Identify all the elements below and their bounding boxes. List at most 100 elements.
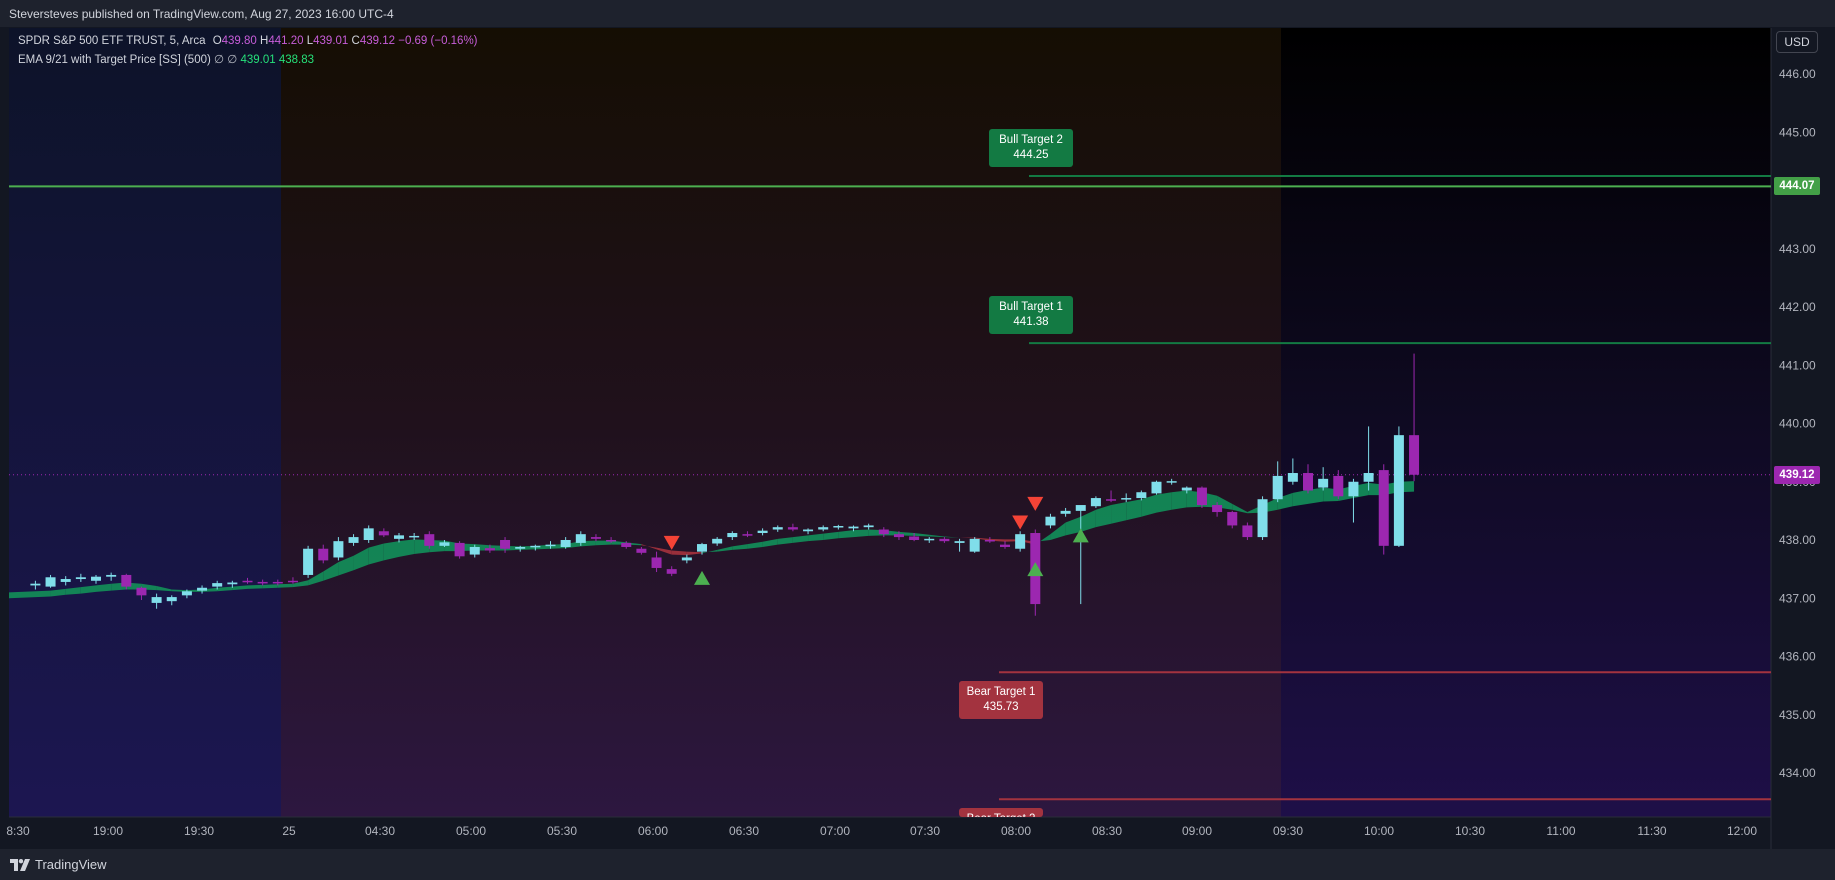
ema-ribbon-segment — [838, 530, 854, 539]
low-label: L — [306, 35, 314, 47]
candle-body-up — [1136, 492, 1147, 499]
ema-ribbon-segment — [232, 585, 248, 591]
candle-body-up — [469, 546, 480, 555]
ema-ribbon-segment — [777, 537, 793, 545]
buy-signal-marker — [1072, 528, 1089, 543]
currency-button[interactable]: USD — [1776, 31, 1818, 53]
ema-ribbon-segment — [989, 538, 1005, 542]
candle-body-up — [803, 529, 814, 532]
candle-body-up — [1045, 516, 1056, 526]
candle-body-up — [954, 541, 965, 543]
candle-body-down — [1212, 505, 1223, 513]
symbol-legend[interactable]: SPDR S&P 500 ETF TRUST, 5, Arca O439.80 … — [18, 35, 478, 47]
ema-ribbon-segment — [1050, 522, 1066, 540]
candle-body-up — [333, 541, 344, 558]
target-label-title: Bear Target 2 — [959, 812, 1043, 817]
candle-body-down — [621, 542, 632, 547]
session-bg-premarket-prev — [9, 28, 281, 817]
time-tick-label: 06:00 — [638, 824, 668, 838]
candle-body-down — [742, 534, 753, 536]
candle-body-up — [212, 583, 223, 587]
candle-body-up — [181, 591, 192, 596]
ema-ribbon-segment — [808, 533, 824, 542]
target-label-title: Bear Target 1 — [966, 686, 1036, 699]
close-label: C — [351, 35, 360, 47]
close-value: 439.12 — [359, 35, 396, 47]
candle-body-up — [1348, 481, 1359, 497]
candle-body-up — [833, 526, 844, 528]
time-tick-label: 09:30 — [1273, 824, 1303, 838]
candle-body-down — [272, 581, 283, 584]
ema-ribbon-segment — [338, 555, 354, 576]
session-bg-regular — [1281, 28, 1771, 817]
high-value: 441.20 — [268, 35, 304, 47]
symbol-name: SPDR S&P 500 ETF TRUST, 5, Arca — [18, 35, 206, 47]
tradingview-logo[interactable]: TradingView — [10, 857, 107, 872]
time-axis[interactable]: 8:30 19:00 19:30 25 04:30 05:00 05:30 06:00 06:3… — [6, 824, 1757, 838]
ema-ribbon — [9, 481, 1415, 599]
ema-ribbon-segment — [96, 583, 112, 592]
ema-ribbon-segment — [277, 583, 293, 588]
candle-body-down — [636, 548, 647, 553]
candle-body-up — [409, 535, 420, 538]
open-label: O — [212, 35, 222, 47]
sell-signal-marker — [1012, 515, 1029, 530]
ema-ribbon-segment — [399, 539, 415, 557]
ema-ribbon-segment — [292, 580, 309, 588]
time-tick-label: 19:00 — [93, 824, 123, 838]
candle-body-up — [1060, 510, 1071, 514]
indicator-name: EMA 9/21 with Target Price [SS] (500) — [18, 54, 211, 66]
target-label-value: 441.38 — [1013, 316, 1049, 329]
ema-ribbon-segment — [308, 571, 324, 586]
candle-body-down — [893, 534, 904, 538]
candle-body-down — [242, 580, 253, 583]
candle-body-up — [30, 583, 41, 586]
indicator-legend[interactable]: EMA 9/21 with Target Price [SS] (500) ∅ … — [18, 52, 314, 66]
ema-ribbon-segment — [9, 590, 51, 599]
time-tick-label: 11:00 — [1546, 824, 1575, 838]
publish-info: Steversteves published on TradingView.co… — [9, 7, 394, 21]
ema-ribbon-segment — [323, 562, 339, 581]
time-tick-label: 07:30 — [910, 824, 940, 838]
time-tick-label: 04:30 — [365, 824, 395, 838]
publish-header: Steversteves published on TradingView.co… — [0, 0, 1835, 27]
chart-canvas[interactable]: 434.00435.00436.00437.00438.00439.00440.… — [0, 0, 1835, 849]
time-tick-label: 25 — [282, 824, 296, 838]
candle-body-up — [91, 576, 101, 581]
buy-signal-marker — [1027, 562, 1044, 577]
price-change: −0.69 (−0.16%) — [398, 35, 478, 47]
ema-ribbon-segment — [1080, 509, 1096, 532]
ema-ribbon-segment — [656, 547, 672, 555]
candle-body-down — [1227, 512, 1238, 526]
candle-body-down — [984, 540, 995, 542]
candle-body-down — [287, 580, 298, 583]
candle-body-down — [651, 557, 662, 568]
candle-body-down — [590, 537, 601, 539]
ema-ribbon-segment — [595, 540, 612, 546]
candle-body-up — [772, 527, 783, 530]
candle-body-up — [560, 540, 571, 547]
candle-body-down — [1106, 499, 1117, 501]
ema-ribbon-segment — [1111, 502, 1127, 524]
price-tick-label: 446.00 — [1779, 67, 1816, 81]
candle-body-up — [303, 548, 314, 575]
bear-target-label: Bear Target 2433.55 — [959, 808, 1043, 817]
candle-body-up — [818, 527, 829, 530]
candle-body-up — [545, 544, 556, 547]
time-tick-label: 8:30 — [6, 824, 30, 838]
price-tick-label: 440.00 — [1779, 417, 1816, 431]
last-price-tag: 439.12 — [1774, 466, 1820, 484]
ema-ribbon-segment — [202, 587, 218, 592]
candle-body-up — [1181, 487, 1192, 491]
candle-body-up — [863, 525, 874, 528]
candle-body-up — [969, 538, 980, 552]
ema-ribbon-segment — [368, 543, 384, 565]
candle-body-down — [1409, 435, 1420, 475]
horizontal-line-price-tag: 444.07 — [1774, 177, 1820, 195]
candle-body-down — [1242, 525, 1253, 538]
ema-ribbon-segment — [1232, 503, 1248, 514]
ema-ribbon-segment — [853, 529, 869, 538]
ema-ribbon-segment — [747, 541, 763, 549]
price-tick-label: 437.00 — [1779, 591, 1816, 605]
candle-body-down — [787, 527, 798, 530]
